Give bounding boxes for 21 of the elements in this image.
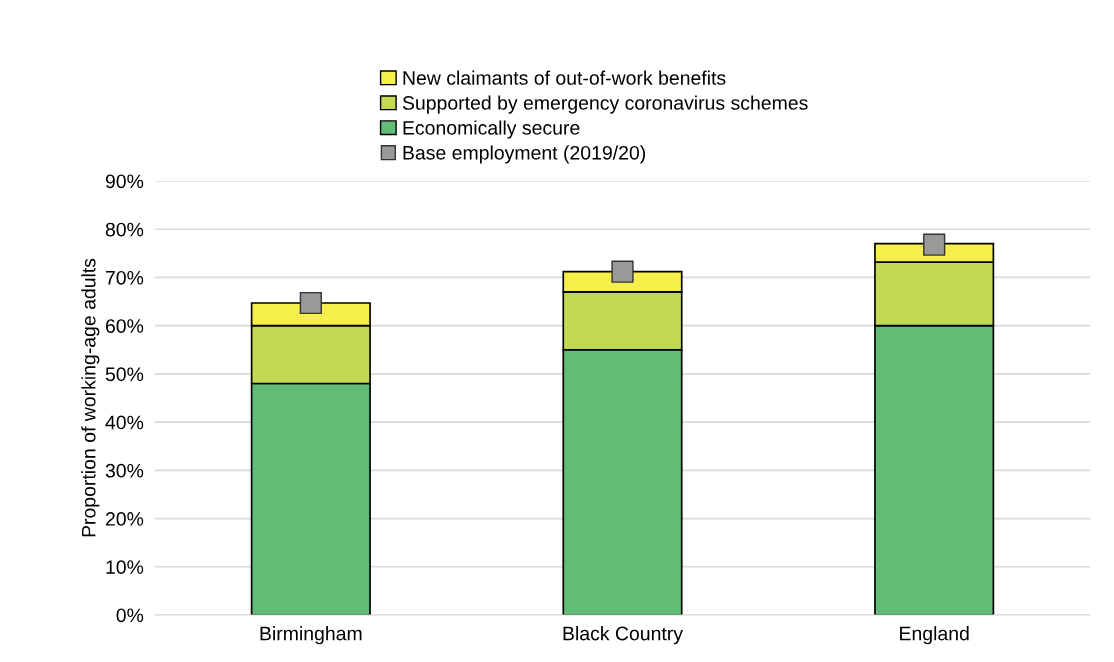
- y-tick-label: 90%: [105, 174, 144, 189]
- y-tick-label: 80%: [105, 222, 144, 237]
- x-tick-label: England: [900, 626, 969, 645]
- point: [923, 233, 946, 256]
- y-tick-label: 70%: [105, 270, 144, 285]
- x-tick-label: Black Country: [563, 626, 683, 645]
- y-axis-title: Proportion of working-age adults: [81, 258, 100, 537]
- y-tick-label: 40%: [105, 415, 144, 430]
- y-tick-label: 30%: [105, 463, 144, 478]
- x-tick-label: Birmingham: [260, 626, 362, 645]
- legend-label: Economically secure: [403, 120, 580, 139]
- y-tick-label: 60%: [105, 319, 144, 333]
- point: [611, 260, 634, 283]
- legend-label: Base employment (2019/20): [403, 145, 646, 164]
- y-tick-label: 0%: [116, 608, 144, 623]
- y-tick-label: 10%: [106, 560, 144, 575]
- legend-label: New claimants of out-of-work benefits: [403, 70, 726, 85]
- legend-label: Supported by emergency coronavirus schemes: [402, 95, 808, 114]
- y-tick-label: 50%: [105, 367, 144, 382]
- point: [299, 291, 322, 315]
- y-tick-label: 20%: [105, 512, 144, 526]
